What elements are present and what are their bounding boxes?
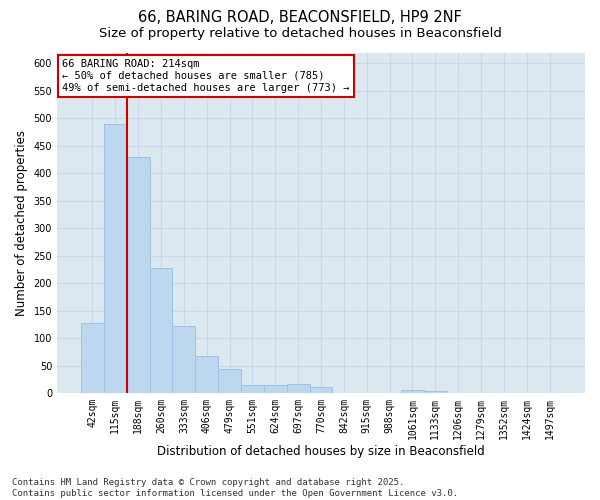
Bar bbox=[401, 390, 424, 393]
Text: Size of property relative to detached houses in Beaconsfield: Size of property relative to detached ho… bbox=[98, 28, 502, 40]
Bar bbox=[127, 157, 149, 393]
Bar bbox=[310, 387, 332, 393]
Bar bbox=[149, 268, 172, 393]
Text: 66, BARING ROAD, BEACONSFIELD, HP9 2NF: 66, BARING ROAD, BEACONSFIELD, HP9 2NF bbox=[138, 10, 462, 25]
Y-axis label: Number of detached properties: Number of detached properties bbox=[15, 130, 28, 316]
Bar bbox=[424, 392, 447, 393]
Text: Contains HM Land Registry data © Crown copyright and database right 2025.
Contai: Contains HM Land Registry data © Crown c… bbox=[12, 478, 458, 498]
Bar bbox=[241, 386, 264, 393]
Bar bbox=[218, 369, 241, 393]
Bar bbox=[104, 124, 127, 393]
Bar bbox=[287, 384, 310, 393]
Text: 66 BARING ROAD: 214sqm
← 50% of detached houses are smaller (785)
49% of semi-de: 66 BARING ROAD: 214sqm ← 50% of detached… bbox=[62, 60, 350, 92]
Bar bbox=[264, 386, 287, 393]
X-axis label: Distribution of detached houses by size in Beaconsfield: Distribution of detached houses by size … bbox=[157, 444, 485, 458]
Bar bbox=[172, 326, 196, 393]
Bar bbox=[81, 323, 104, 393]
Bar bbox=[196, 356, 218, 393]
